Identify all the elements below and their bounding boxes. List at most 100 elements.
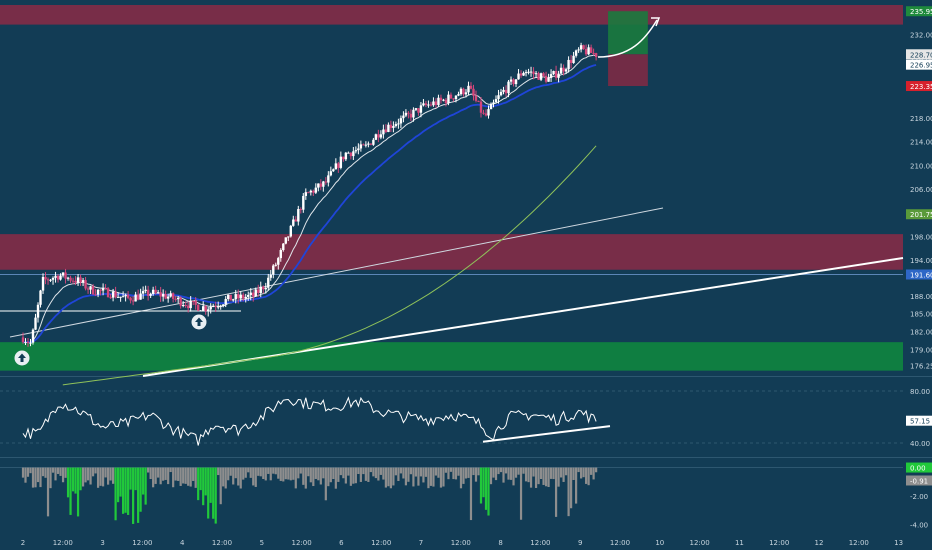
momentum-bar [277, 467, 280, 479]
candle-body [469, 85, 473, 89]
momentum-bar [111, 467, 115, 484]
candle-body [519, 73, 523, 76]
momentum-bar [347, 467, 350, 476]
candle-body [404, 112, 408, 116]
momentum-bar [339, 467, 342, 476]
momentum-tick-label: -2.00 [910, 493, 928, 501]
candle-body [397, 123, 400, 125]
momentum-bar [252, 467, 255, 486]
candle-body [492, 102, 495, 105]
momentum-bar [109, 467, 112, 481]
momentum-bar [209, 467, 212, 503]
momentum-bar [457, 467, 460, 476]
momentum-bar [287, 467, 290, 480]
momentum-bar [302, 467, 305, 485]
momentum-bar [184, 467, 187, 484]
rsi-tick-label: 40.00 [910, 440, 930, 448]
momentum-bar [572, 467, 575, 480]
time-tick-label: 12:00 [371, 539, 391, 547]
candle-body [399, 118, 403, 124]
momentum-bar [147, 467, 150, 473]
momentum-bar [101, 467, 105, 487]
momentum-bar [89, 467, 92, 485]
candle-body [417, 108, 420, 113]
momentum-bar [122, 467, 125, 514]
candle-body [562, 67, 565, 72]
momentum-bar [172, 467, 175, 488]
momentum-bar [374, 467, 377, 479]
candle-body [377, 134, 380, 138]
price-axis[interactable]: 232.00 228.00 223.35 218.00 214.00 210.00 206.… [906, 6, 932, 529]
candle-body [372, 139, 375, 145]
momentum-bar [590, 467, 593, 475]
momentum-bar [257, 467, 260, 476]
time-tick-label: 4 [180, 539, 185, 547]
momentum-bar [544, 467, 548, 487]
momentum-bar [592, 467, 595, 480]
time-axis[interactable]: 2 12:00 3 12:00 4 12:00 5 12:00 6 12:00 7 12:00 8 12:… [21, 539, 903, 547]
price-tag-box [906, 6, 932, 17]
momentum-bar [317, 467, 320, 481]
momentum-bar [202, 467, 205, 506]
momentum-bar [562, 467, 565, 482]
time-tick-label: 12 [815, 539, 824, 547]
momentum-bar [164, 467, 167, 480]
momentum-bar [422, 467, 425, 483]
momentum-bar [204, 467, 207, 496]
momentum-bar [307, 467, 310, 477]
momentum-bar [595, 467, 598, 473]
momentum-bar [512, 467, 515, 486]
momentum-bar [327, 467, 330, 487]
candle-body [474, 95, 478, 101]
candle-body [116, 296, 120, 298]
momentum-pane [0, 467, 903, 524]
candle-body [111, 291, 115, 298]
rsi-pane [0, 390, 903, 446]
candle-body [339, 156, 343, 168]
momentum-bar [61, 467, 65, 483]
candle-body [46, 279, 50, 281]
momentum-bar [459, 467, 463, 489]
momentum-bar [469, 467, 473, 521]
zone-band [0, 234, 903, 270]
candle-body [186, 305, 190, 309]
momentum-bar [294, 467, 297, 489]
momentum-bar [537, 467, 540, 485]
momentum-bar [334, 467, 337, 489]
candle-body [337, 163, 340, 168]
candle-body [429, 104, 433, 106]
price-tick-label: 206.00 [910, 186, 932, 194]
momentum-bar [21, 467, 25, 478]
momentum-bar [272, 467, 275, 474]
candle-body [71, 280, 75, 282]
candle-body [444, 99, 448, 104]
candle-body [129, 297, 132, 301]
momentum-bar [517, 467, 520, 475]
candle-body [31, 329, 35, 343]
momentum-bar [279, 467, 282, 481]
candle-body [76, 277, 80, 283]
candle-body [272, 265, 275, 275]
candle-body [139, 293, 142, 300]
momentum-bar [364, 467, 367, 481]
candle-body [379, 134, 383, 138]
time-tick-label: 12:00 [610, 539, 630, 547]
candle-body [99, 289, 102, 291]
candle-body [514, 79, 518, 85]
candle-body [504, 89, 508, 94]
momentum-bar [199, 467, 202, 491]
candle-body [176, 297, 180, 300]
candle-body [374, 134, 378, 140]
momentum-bar [447, 467, 450, 480]
momentum-bar [219, 467, 222, 505]
price-tag-box [906, 49, 932, 60]
momentum-bar [559, 467, 563, 478]
candle-body [462, 88, 465, 95]
momentum-bar [267, 467, 270, 474]
momentum-bar [352, 467, 355, 484]
momentum-bar [182, 467, 185, 484]
momentum-bar [429, 467, 433, 486]
momentum-bar [452, 467, 455, 480]
price-tick-label: 218.00 [910, 115, 932, 123]
